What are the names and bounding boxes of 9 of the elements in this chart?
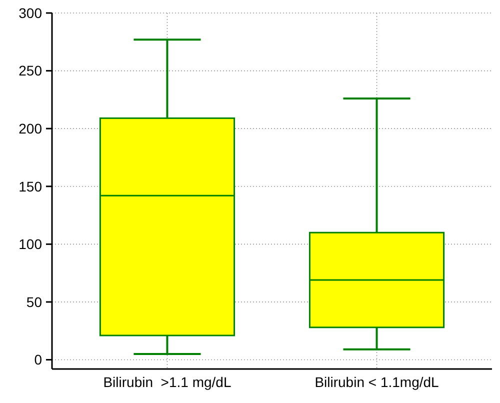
y-tick-label: 200: [18, 120, 42, 136]
x-tick-label: Bilirubin < 1.1mg/dL: [314, 374, 440, 390]
y-tick-label: 150: [18, 178, 42, 194]
y-tick-label: 100: [18, 236, 42, 252]
y-tick-label: 250: [18, 62, 42, 79]
y-tick-label: 300: [18, 4, 42, 21]
y-tick-label: 50: [26, 294, 42, 310]
y-tick-label: 0: [34, 352, 42, 368]
x-tick-label: Bilirubin >1.1 mg/dL: [103, 374, 232, 390]
